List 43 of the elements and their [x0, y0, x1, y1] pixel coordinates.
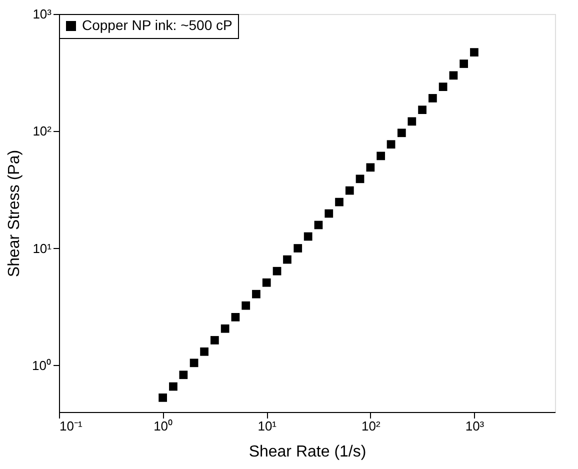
x-tick-label: 10³ [465, 418, 485, 434]
point [345, 186, 354, 195]
point [324, 209, 334, 218]
x-tick-label: 10¹ [258, 418, 278, 434]
point [386, 140, 396, 149]
point [460, 60, 468, 68]
point [428, 94, 437, 102]
point [169, 382, 178, 391]
point [438, 82, 448, 91]
point [190, 358, 198, 368]
point [210, 336, 219, 344]
point [366, 163, 375, 172]
y-axis-title: Shear Stress (Pa) [6, 150, 24, 278]
point [179, 370, 188, 380]
point [397, 128, 406, 138]
point [294, 244, 302, 252]
point [283, 255, 292, 264]
x-tick-label: 10⁻¹ [60, 418, 83, 434]
point [231, 312, 240, 322]
point [220, 324, 230, 333]
y-tick-label: 10³ [32, 6, 52, 22]
point [418, 106, 426, 114]
point [242, 301, 250, 310]
point [449, 71, 458, 80]
point [470, 48, 478, 56]
y-tick-label: 10² [32, 124, 52, 139]
y-tick-label: 10⁰ [32, 358, 52, 373]
point [262, 278, 271, 287]
x-tick-label: 10² [362, 418, 381, 434]
point [200, 347, 208, 356]
point [356, 174, 364, 184]
point [158, 394, 167, 402]
x-tick-label: 10⁰ [154, 418, 174, 434]
point [272, 266, 282, 276]
point [335, 198, 344, 206]
point [408, 117, 416, 126]
point [314, 220, 323, 230]
x-axis-title: Shear Rate (1/s) [248, 444, 366, 460]
legend-label: Copper NP ink: ~500 cP [82, 17, 232, 33]
point [376, 152, 386, 160]
point [252, 290, 260, 298]
point [304, 232, 312, 241]
y-tick-label: 10¹ [32, 240, 52, 256]
